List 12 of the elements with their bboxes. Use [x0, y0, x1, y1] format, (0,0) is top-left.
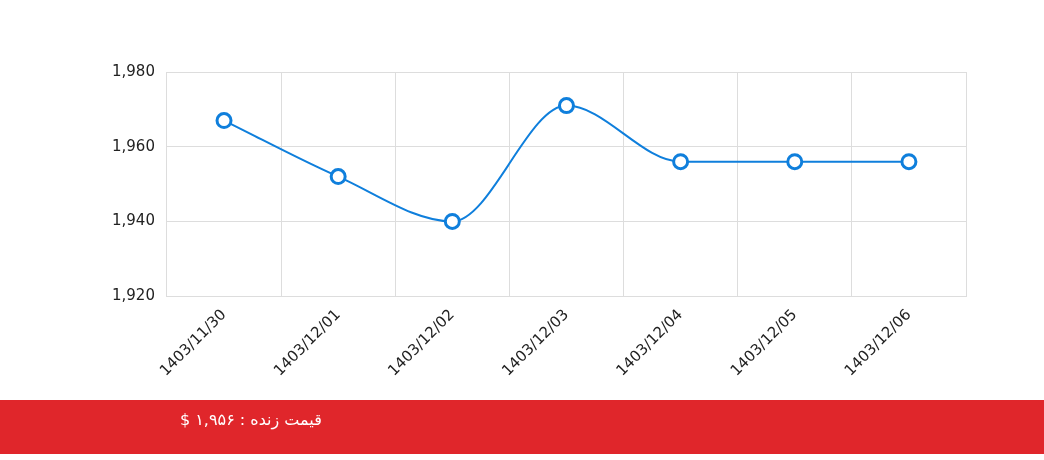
y-tick-label: 1,920: [111, 286, 155, 305]
point: [215, 112, 233, 130]
y-tick-label: 1,980: [111, 61, 155, 80]
point: [672, 153, 690, 171]
point: [557, 97, 575, 115]
y-tick-label: 1,940: [111, 211, 155, 230]
text: قیمت زنده : ۱,۹۵۶ $: [180, 409, 322, 432]
point: [329, 168, 347, 186]
y-tick-label: 1,960: [111, 136, 155, 155]
point: [900, 153, 918, 171]
point: [786, 153, 804, 171]
point: [443, 212, 461, 230]
